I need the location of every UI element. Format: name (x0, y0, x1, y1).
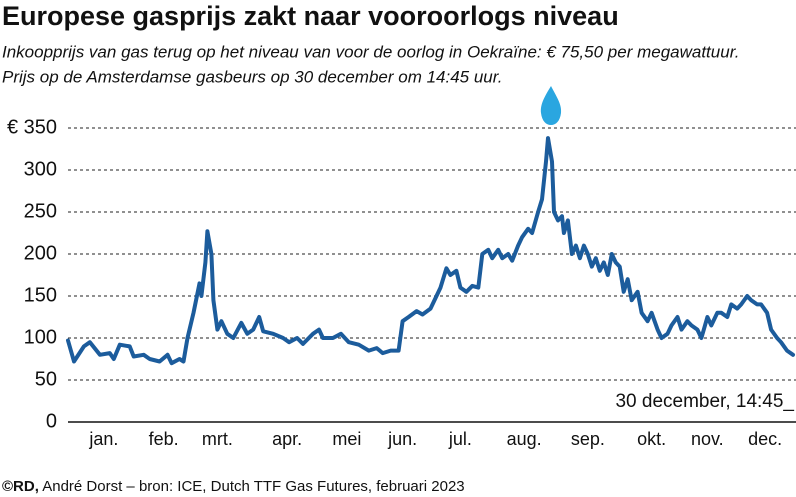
x-tick-label: okt. (637, 429, 666, 449)
source: André Dorst – bron: ICE, Dutch TTF Gas F… (42, 478, 464, 495)
subtitle: Prijs op de Amsterdamse gasbeurs op 30 d… (2, 67, 503, 86)
subtitle: Inkoopprijs van gas terug op het niveau … (2, 42, 739, 61)
price-line (66, 136, 795, 366)
x-tick-label: feb. (149, 429, 179, 449)
y-tick-label: 250 (24, 200, 57, 222)
x-tick-label: jun. (387, 429, 417, 449)
x-tick-label: mrt. (202, 429, 233, 449)
flame-icon (540, 86, 562, 125)
x-tick-label: apr. (272, 429, 302, 449)
x-tick-label: mei (332, 429, 361, 449)
footer: ©RD, André Dorst – bron: ICE, Dutch TTF … (2, 478, 465, 495)
y-tick-label: 200 (24, 242, 57, 264)
annotation: 30 december, 14:45_ (615, 391, 794, 412)
x-tick-label: aug. (507, 429, 542, 449)
x-tick-label: nov. (691, 429, 724, 449)
credit: ©RD, (2, 478, 39, 495)
chart-title: Europese gasprijs zakt naar vooroorlogs … (2, 1, 619, 31)
x-tick-label: jan. (88, 429, 118, 449)
y-tick-label: 100 (24, 326, 57, 348)
y-tick-label: 300 (24, 158, 57, 180)
x-tick-label: jul. (448, 429, 472, 449)
y-tick-label: 0 (46, 410, 57, 432)
x-tick-label: dec. (748, 429, 782, 449)
x-tick-label: sep. (571, 429, 605, 449)
y-tick-label: 50 (35, 368, 57, 390)
y-tick-label: € 350 (7, 116, 57, 138)
y-tick-label: 150 (24, 284, 57, 306)
